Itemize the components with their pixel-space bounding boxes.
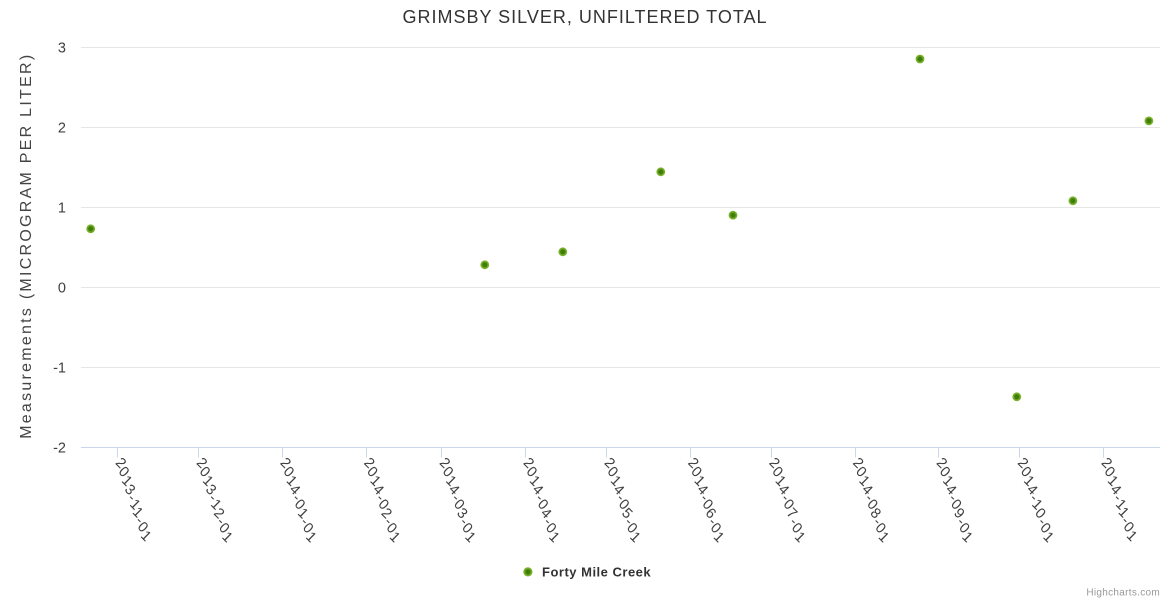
svg-text:0: 0 [58, 281, 66, 297]
svg-text:1: 1 [58, 201, 66, 217]
svg-text:Highcharts.com: Highcharts.com [1086, 588, 1160, 599]
svg-text:Forty Mile Creek: Forty Mile Creek [542, 565, 651, 580]
svg-text:Measurements (MICROGRAM PER LI: Measurements (MICROGRAM PER LITER) [18, 53, 35, 439]
svg-text:2: 2 [58, 121, 66, 137]
svg-text:3: 3 [58, 41, 66, 57]
svg-text:-2: -2 [53, 441, 66, 457]
svg-text:GRIMSBY SILVER, UNFILTERED TOT: GRIMSBY SILVER, UNFILTERED TOTAL [402, 7, 767, 27]
svg-text:-1: -1 [53, 361, 66, 377]
